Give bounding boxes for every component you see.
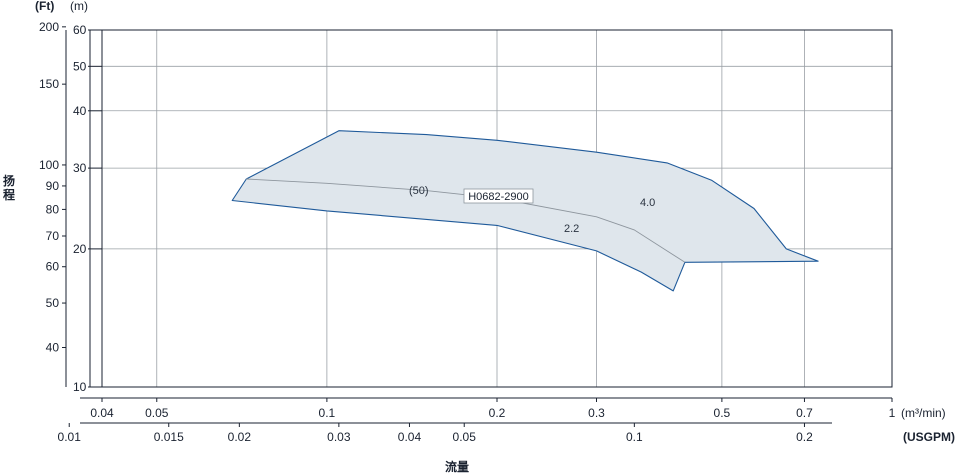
x-secondary-tick-label: 0.2 xyxy=(796,430,813,444)
annotation-design-point: (50) xyxy=(409,185,429,197)
y-outer-tick-label: 60 xyxy=(46,260,60,274)
y-outer-tick-label: 40 xyxy=(46,341,60,355)
y-outer-tick-label: 200 xyxy=(39,20,59,34)
x-secondary-tick-label: 0.04 xyxy=(398,430,422,444)
x-primary-tick-label: 0.1 xyxy=(319,406,336,420)
x-secondary-tick-label: 0.1 xyxy=(626,430,643,444)
y-outer-tick-label: 50 xyxy=(46,296,60,310)
y-outer-tick-label: 80 xyxy=(46,202,60,216)
x-primary-tick-label: 1 xyxy=(889,406,896,420)
y-inner-tick-label: 30 xyxy=(73,161,87,175)
x-primary-unit: (m³/min) xyxy=(901,406,946,420)
y-axis-label: 扬程 xyxy=(3,173,15,202)
y-outer-tick-label: 70 xyxy=(46,229,60,243)
y-inner-tick-label: 60 xyxy=(73,23,87,37)
y-axis-m: 60 50 40 30 20 10 xyxy=(73,23,102,394)
y-inner-tick-label: 20 xyxy=(73,242,87,256)
x-primary-tick-label: 0.2 xyxy=(489,406,506,420)
x-secondary-tick-label: 0.05 xyxy=(453,430,477,444)
y-outer-tick-label: 100 xyxy=(39,158,59,172)
x-secondary-tick-label: 0.01 xyxy=(58,430,82,444)
x-secondary-tick-label: 0.015 xyxy=(154,430,184,444)
x-secondary-tick-label: 0.02 xyxy=(228,430,252,444)
x-secondary-unit: (USGPM) xyxy=(903,430,955,444)
y-inner-unit: (m) xyxy=(70,0,88,13)
y-outer-tick-label: 90 xyxy=(46,179,60,193)
y-axis-ft: 200 150 100 90 80 70 60 50 40 xyxy=(39,20,67,387)
model-label-box xyxy=(463,188,534,204)
x-primary-tick-label: 0.05 xyxy=(145,406,169,420)
annotation-power-4-0: 4.0 xyxy=(640,197,655,209)
y-outer-tick-label: 150 xyxy=(39,77,59,91)
model-label: H0682-2900 xyxy=(468,191,529,203)
x-axis-m3min: 0.04 0.05 0.1 0.2 0.3 0.5 0.7 1 xyxy=(80,397,896,420)
x-primary-tick-label: 0.04 xyxy=(90,406,114,420)
y-outer-unit: (Ft) xyxy=(35,0,54,13)
y-inner-tick-label: 50 xyxy=(73,59,87,73)
y-inner-tick-label: 10 xyxy=(73,380,87,394)
x-primary-tick-label: 0.3 xyxy=(588,406,605,420)
x-secondary-tick-label: 0.03 xyxy=(327,430,351,444)
envelope-area xyxy=(231,130,819,292)
y-inner-tick-label: 40 xyxy=(73,104,87,118)
x-axis-label: 流量 xyxy=(445,459,469,474)
x-axis-usgpm: 0.01 0.015 0.02 0.03 0.04 0.05 0.1 0.2 xyxy=(58,422,832,444)
x-primary-tick-label: 0.7 xyxy=(796,406,813,420)
performance-region xyxy=(231,130,819,292)
annotation-power-2-2: 2.2 xyxy=(564,223,579,235)
x-primary-tick-label: 0.5 xyxy=(714,406,731,420)
plot-frame xyxy=(101,29,893,388)
